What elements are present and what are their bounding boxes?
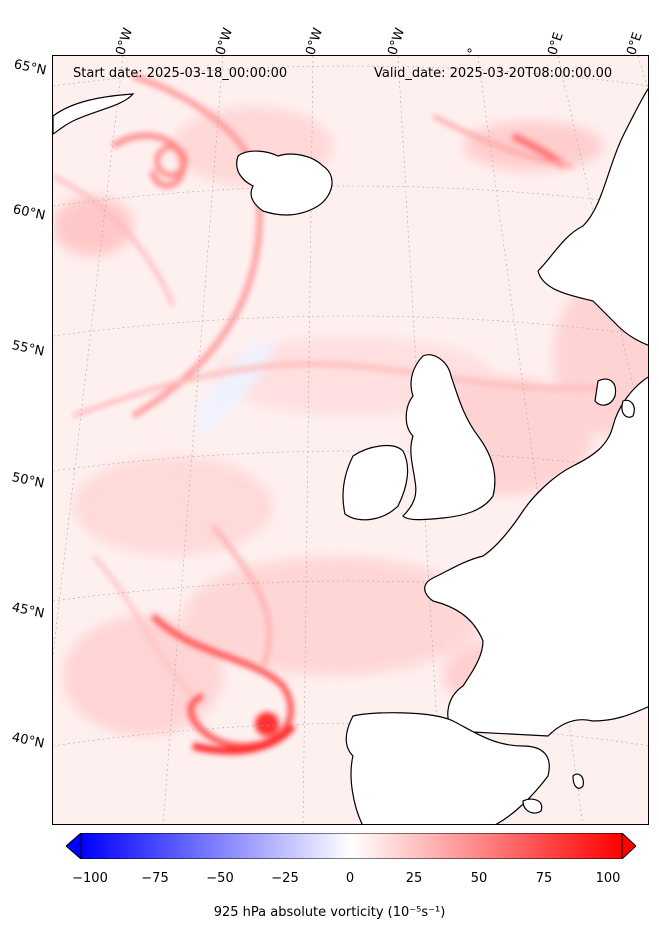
- colorbar-tick: −25: [271, 871, 299, 886]
- valid-date-label: Valid_date: 2025-03-20T08:00:00.00: [374, 66, 613, 81]
- vorticity-map: [52, 55, 649, 825]
- continental-europe: [424, 376, 648, 737]
- colorbar-tick: 25: [405, 871, 423, 886]
- lat-label-60n: 60°N: [11, 202, 47, 224]
- colorbar-tick: 100: [595, 871, 621, 886]
- lat-label-55n: 55°N: [10, 338, 46, 360]
- vorticity-streaks: [53, 73, 614, 755]
- iceland: [236, 150, 333, 216]
- colorbar-body: [80, 833, 623, 859]
- colorbar: [66, 833, 636, 859]
- colorbar-tick: −100: [72, 871, 108, 886]
- start-date-label: Start date: 2025-03-18_00:00:00: [73, 66, 288, 81]
- colorbar-tick: 50: [470, 871, 488, 886]
- land: [53, 87, 648, 824]
- lat-label-50n: 50°N: [10, 470, 46, 492]
- scandinavia: [537, 87, 648, 346]
- ireland: [342, 444, 409, 521]
- iberia: [345, 712, 550, 824]
- great-britain: [402, 354, 496, 521]
- colorbar-extend-max: [621, 833, 636, 859]
- lat-label-40n: 40°N: [10, 730, 46, 752]
- lat-label-65n: 65°N: [12, 57, 48, 79]
- colorbar-tick: −50: [206, 871, 234, 886]
- lat-label-45n: 45°N: [10, 600, 46, 622]
- colorbar-tick: −75: [141, 871, 169, 886]
- colorbar-tick: 75: [535, 871, 553, 886]
- colorbar-tick: 0: [345, 871, 355, 886]
- map-canvas: [53, 56, 648, 824]
- colorbar-label: 925 hPa absolute vorticity (10⁻⁵s⁻¹): [213, 905, 446, 920]
- colorbar-extend-min: [66, 833, 82, 859]
